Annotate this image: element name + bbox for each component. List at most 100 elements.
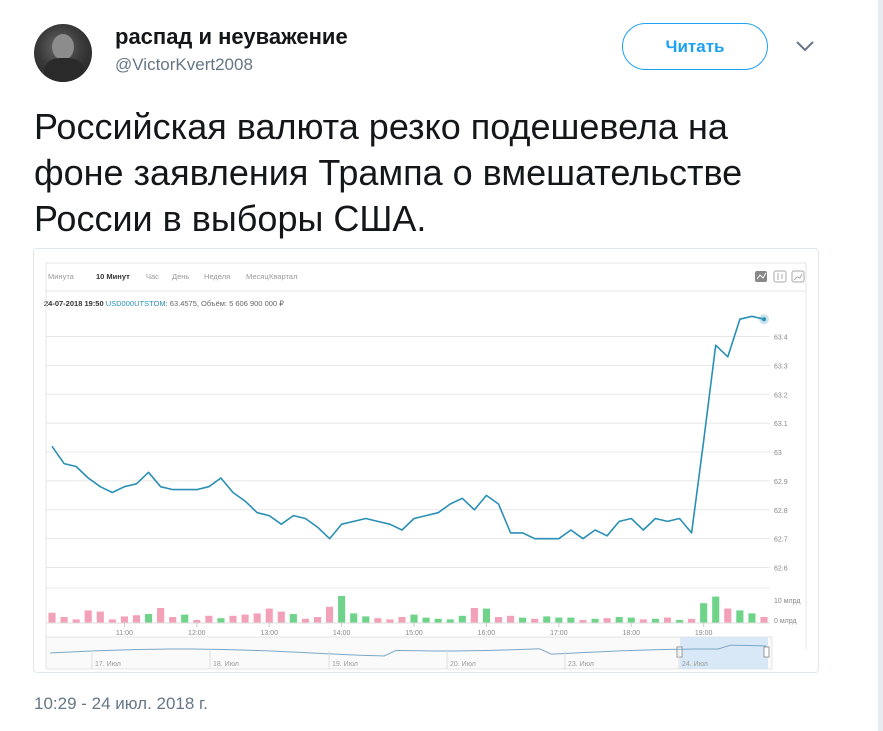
volume-bar [603, 618, 611, 623]
user-handle[interactable]: @VictorKvert2008 [115, 55, 253, 74]
volume-bar [193, 620, 201, 623]
line-chart-icon-glyph [756, 272, 767, 280]
volume-bar [277, 611, 285, 623]
period-tab[interactable]: Неделя [204, 272, 230, 281]
volume-bar [760, 617, 768, 623]
volume-bar [410, 614, 418, 623]
candles-icon [773, 270, 787, 283]
period-tab[interactable]: Месяц [246, 272, 269, 281]
y-tick-label: 62.6 [774, 566, 788, 573]
volume-bar [169, 617, 177, 623]
follow-button[interactable]: Читать [622, 23, 768, 70]
volume-bar [398, 617, 406, 623]
y-tick-label: 63.1 [774, 421, 788, 428]
y-tick-label: 62.7 [774, 537, 788, 544]
x-tick-label: 14:00 [333, 630, 351, 637]
navigator-date-label: 20. Июл [450, 661, 476, 668]
x-tick-label: 12:00 [188, 630, 206, 637]
y-tick-label: 62.8 [774, 508, 788, 515]
period-tab[interactable]: Минута [48, 272, 75, 281]
y-tick-label: 63.2 [774, 392, 788, 399]
volume-bar [181, 614, 189, 623]
volume-bar [144, 614, 153, 623]
volume-bar [241, 614, 249, 623]
volume-bar [60, 617, 68, 623]
volume-bar [132, 615, 141, 623]
volume-bar [663, 617, 672, 623]
navigator-date-label: 18. Июл [213, 661, 239, 668]
display-name[interactable]: распад и неуважение [115, 24, 348, 49]
x-tick-label: 18:00 [622, 630, 640, 637]
volume-bar [555, 617, 563, 623]
y-tick-label: 63.4 [774, 335, 788, 342]
volume-bar [374, 618, 382, 623]
y-tick-label: 63.3 [774, 363, 788, 370]
navigator-date-label: 23. Июл [568, 661, 594, 668]
price-series-line [51, 315, 765, 540]
chevron-down-icon[interactable] [794, 38, 816, 54]
page-edge [878, 0, 883, 731]
volume-bar [253, 613, 261, 623]
volume-bar [229, 615, 237, 623]
tweet-timestamp: 10:29 - 24 июл. 2018 г. [34, 694, 208, 713]
navigator-handle-right [763, 646, 770, 658]
avatar-head-shape [52, 34, 74, 60]
x-tick-label: 13:00 [260, 630, 278, 637]
navigator-date-label: 24. Июл [682, 661, 708, 668]
period-tab[interactable]: День [172, 272, 189, 281]
volume-bar [591, 618, 599, 623]
navigator-date-label: 17. Июл [95, 661, 121, 668]
volume-bar [531, 618, 539, 623]
volume-bar [482, 608, 491, 623]
volume-bar [507, 615, 515, 623]
volume-bar [289, 614, 297, 623]
x-tick-label: 15:00 [405, 630, 423, 637]
tweet-text: Российская валюта резко подешевела на фо… [34, 106, 743, 239]
volume-bar [362, 616, 370, 623]
volume-bar [205, 615, 213, 623]
volume-bar [615, 617, 623, 623]
volume-bar [386, 619, 394, 623]
volume-bar [325, 606, 334, 623]
volume-bar [422, 617, 430, 623]
volume-bar [72, 619, 80, 623]
volume-bar [724, 608, 732, 623]
media-card[interactable]: Минута 10 Минут Час День Неделя Месяц Квартал 2… [33, 248, 819, 673]
x-tick-label: 19:00 [695, 630, 713, 637]
volume-bar [48, 612, 56, 623]
price-chart: Минута 10 Минут Час День Неделя Месяц Квартал 2… [44, 262, 807, 670]
volume-bar [350, 613, 358, 623]
volume-bar [217, 618, 225, 623]
volume-bar [446, 619, 454, 623]
last-point-marker [762, 317, 766, 322]
x-tick-label: 11:00 [116, 630, 133, 637]
navigator-date-label: 19. Июл [332, 661, 358, 668]
period-tab[interactable]: 10 Минут [96, 272, 130, 281]
navigator-line [49, 644, 767, 657]
navigator-selection [680, 637, 768, 669]
bars-icon [791, 270, 805, 283]
volume-bar [688, 618, 696, 623]
volume-bar [434, 618, 442, 623]
volume-bar [700, 603, 708, 623]
volume-bar [627, 617, 635, 623]
volume-bar [96, 611, 104, 623]
volume-bar [639, 619, 647, 623]
volume-bar [265, 608, 273, 623]
volume-bar [748, 613, 756, 623]
x-tick-label: 17:00 [550, 630, 568, 637]
period-tab[interactable]: Квартал [269, 272, 297, 281]
volume-bar [651, 618, 659, 623]
volume-bar [675, 620, 684, 623]
volume-bar [567, 617, 575, 623]
volume-bar [712, 596, 720, 623]
period-tab[interactable]: Час [146, 272, 159, 281]
navigator-panel [45, 636, 773, 670]
avatar[interactable] [34, 24, 92, 82]
volume-bar [494, 617, 503, 623]
volume-bar [470, 608, 478, 623]
volume-tick-label: 0 млрд [774, 618, 797, 625]
volume-bar [301, 618, 309, 623]
x-tick-label: 16:00 [478, 630, 496, 637]
y-tick-label: 62.9 [774, 479, 788, 486]
